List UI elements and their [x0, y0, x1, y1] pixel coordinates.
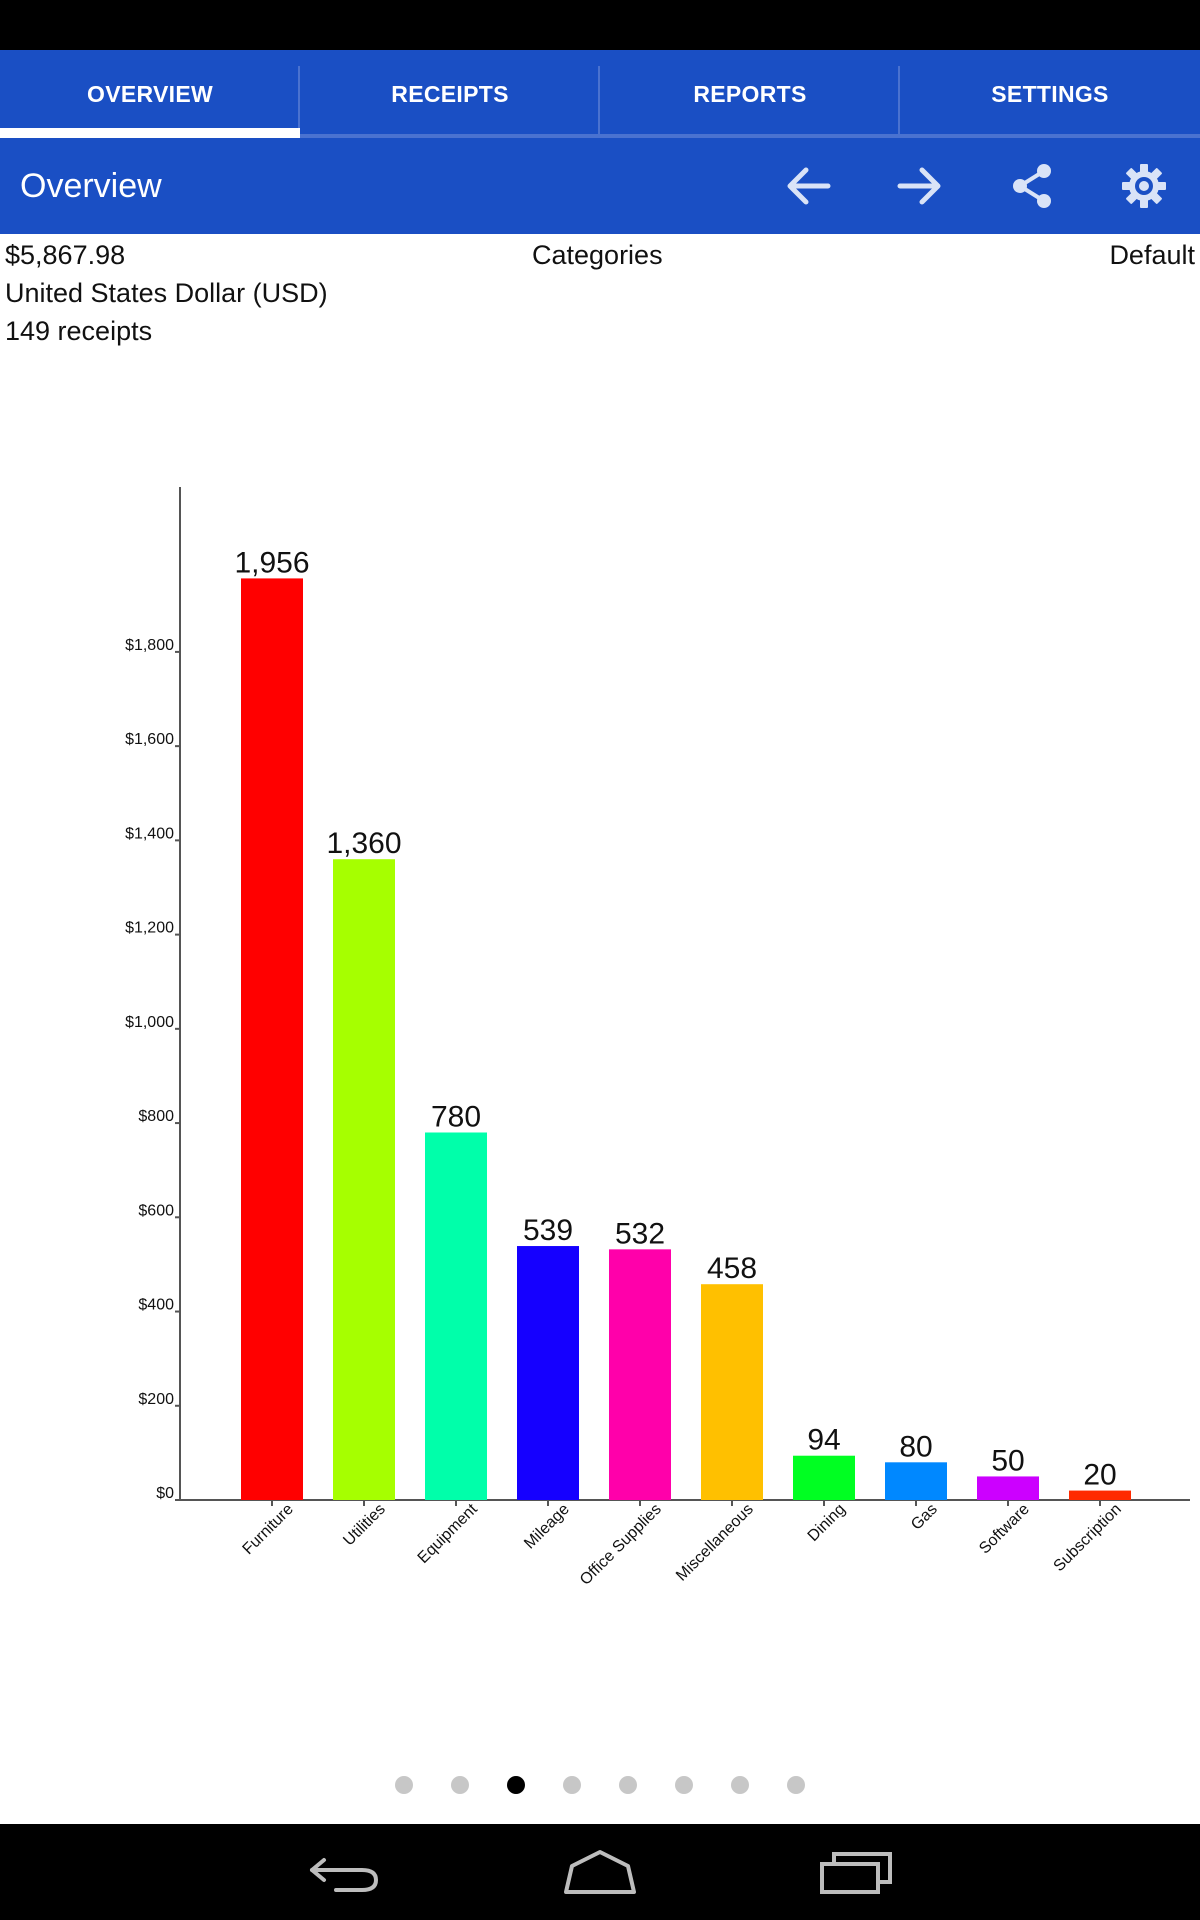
y-tick-label: $1,000: [125, 1014, 174, 1031]
share-button[interactable]: [976, 138, 1088, 234]
x-tick-label: Office Supplies: [577, 1501, 665, 1589]
y-tick-label: $1,200: [125, 920, 174, 937]
next-button[interactable]: [864, 138, 976, 234]
tab-overview[interactable]: OVERVIEW: [0, 50, 300, 138]
currency-label: United States Dollar (USD): [5, 278, 328, 308]
tab-settings[interactable]: SETTINGS: [900, 50, 1200, 138]
page-dot[interactable]: [563, 1776, 581, 1794]
status-bar: [0, 0, 1200, 50]
total-amount: $5,867.98: [5, 240, 126, 270]
page-dot[interactable]: [507, 1776, 525, 1794]
tab-indicator: [900, 134, 1200, 138]
summary-panel: $5,867.98 United States Dollar (USD) 149…: [0, 234, 1200, 354]
back-icon: [310, 1858, 379, 1892]
x-tick-label: Equipment: [415, 1500, 482, 1567]
tab-label: SETTINGS: [991, 80, 1109, 107]
bar: [1069, 1490, 1131, 1500]
bar: [885, 1462, 947, 1500]
recents-icon: [820, 1852, 892, 1894]
bar: [517, 1246, 579, 1500]
x-tick-label: Mileage: [521, 1501, 573, 1553]
recents-button[interactable]: [728, 1824, 984, 1920]
bar-value-label: 1,956: [234, 546, 309, 579]
page-dot[interactable]: [395, 1776, 413, 1794]
y-tick-label: $1,600: [125, 731, 174, 748]
bar-value-label: 80: [899, 1430, 932, 1463]
y-tick-label: $400: [138, 1297, 174, 1314]
tab-divider: [598, 66, 600, 138]
tab-indicator: [300, 134, 600, 138]
page-indicator: [0, 1770, 1200, 1800]
bar-value-label: 1,360: [326, 827, 401, 860]
bar-value-label: 20: [1083, 1459, 1116, 1492]
y-tick-label: $0: [156, 1485, 174, 1502]
receipt-count: 149 receipts: [5, 316, 153, 346]
grouping-label: Categories: [532, 240, 663, 270]
bar-value-label: 780: [431, 1100, 481, 1133]
system-nav-bar: [0, 1824, 1200, 1920]
tab-indicator: [0, 128, 300, 138]
page-dot[interactable]: [675, 1776, 693, 1794]
page-dot[interactable]: [787, 1776, 805, 1794]
bar-value-label: 539: [523, 1214, 573, 1247]
previous-button[interactable]: [752, 138, 864, 234]
profile-label: Default: [1109, 240, 1195, 270]
home-button[interactable]: [472, 1824, 728, 1920]
page-dot[interactable]: [731, 1776, 749, 1794]
bar: [701, 1284, 763, 1500]
page-dot[interactable]: [451, 1776, 469, 1794]
category-bar-chart: $0 $200 $400 $600 $800 $1,000 $1,200 $1,400 $1,6…: [0, 440, 1200, 1620]
bar: [793, 1455, 855, 1500]
action-bar: Overview: [0, 138, 1200, 234]
home-icon: [564, 1850, 636, 1894]
bar-value-label: 94: [807, 1424, 840, 1457]
gear-icon: [1122, 164, 1166, 208]
y-tick-label: $1,400: [125, 825, 174, 842]
y-tick-label: $600: [138, 1202, 174, 1219]
bar-value-label: 458: [707, 1252, 757, 1285]
tab-divider: [298, 66, 300, 138]
x-tick-label: Subscription: [1051, 1501, 1125, 1575]
settings-button[interactable]: [1088, 138, 1200, 234]
page-title: Overview: [20, 166, 162, 205]
x-tick-label: Utilities: [340, 1501, 388, 1549]
arrow-left-icon: [787, 167, 831, 205]
y-tick-label: $200: [138, 1391, 174, 1408]
tab-receipts[interactable]: RECEIPTS: [300, 50, 600, 138]
bar: [609, 1249, 671, 1500]
bar: [333, 859, 395, 1500]
tab-label: REPORTS: [693, 80, 807, 107]
x-tick-label: Dining: [805, 1501, 849, 1545]
x-tick-label: Miscellaneous: [673, 1501, 757, 1585]
x-tick-label: Gas: [908, 1501, 941, 1534]
chart-canvas: $0 $200 $400 $600 $800 $1,000 $1,200 $1,400 $1,6…: [125, 487, 1190, 1589]
share-icon: [1013, 164, 1051, 208]
back-button[interactable]: [216, 1824, 472, 1920]
x-tick-label: Furniture: [240, 1501, 297, 1558]
x-tick-label: Software: [976, 1501, 1033, 1558]
bar: [425, 1132, 487, 1500]
tab-reports[interactable]: REPORTS: [600, 50, 900, 138]
bar: [977, 1476, 1039, 1500]
y-tick-label: $1,800: [125, 637, 174, 654]
tab-bar: OVERVIEW RECEIPTS REPORTS SETTINGS: [0, 50, 1200, 138]
page-dot[interactable]: [619, 1776, 637, 1794]
tab-label: RECEIPTS: [391, 80, 509, 107]
bar-value-label: 50: [991, 1444, 1024, 1477]
bar: [241, 578, 303, 1500]
tab-divider: [898, 66, 900, 138]
y-tick-label: $800: [138, 1108, 174, 1125]
arrow-right-icon: [897, 167, 941, 205]
tab-indicator: [600, 134, 900, 138]
tab-label: OVERVIEW: [87, 80, 213, 107]
bar-value-label: 532: [615, 1217, 665, 1250]
